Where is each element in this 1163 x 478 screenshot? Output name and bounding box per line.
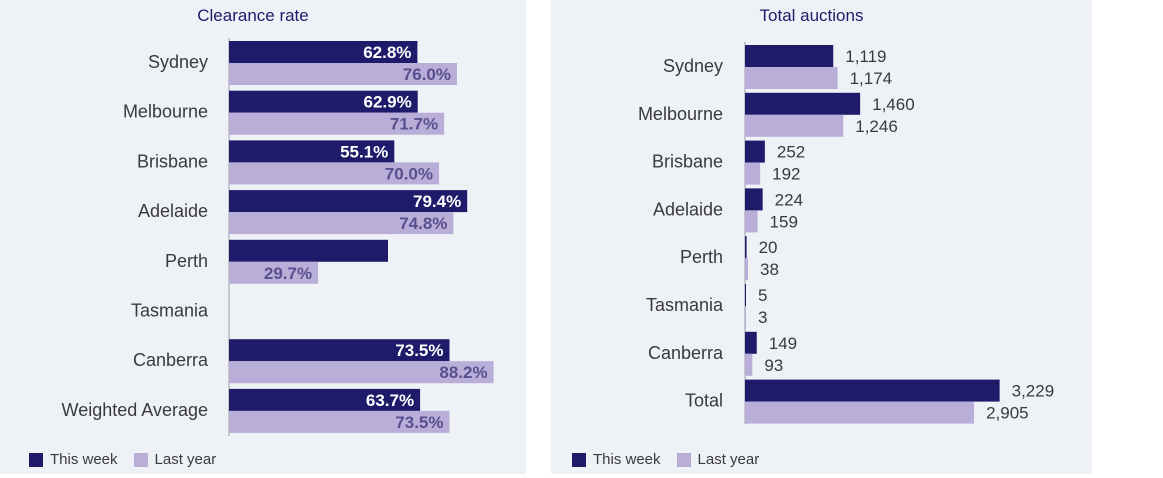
data-label-this-week-adelaide: 79.4%	[413, 192, 461, 211]
chart-title: Clearance rate	[197, 6, 309, 25]
clearance-rate-panel: Clearance rate Sydney 62.8% 76.0% Melbourne…	[0, 0, 526, 474]
bar-last-year-perth	[745, 258, 748, 281]
bar-this-week-total	[745, 379, 1000, 402]
data-label-last-year-weighted-average: 73.5%	[395, 413, 443, 432]
legend-swatch-this-week	[572, 452, 586, 467]
bar-this-week-sydney	[745, 45, 834, 67]
data-label-last-year-sydney: 76.0%	[403, 65, 451, 84]
data-label-last-year-perth: 38	[760, 260, 779, 279]
bar-last-year-canberra	[745, 353, 753, 376]
clearance-rate-chart: Sydney 62.8% 76.0% Melbourne 62.9% 71.7% Brisb…	[62, 38, 494, 436]
data-label-this-week-canberra: 73.5%	[395, 341, 443, 360]
bar-last-year-sydney	[745, 67, 838, 89]
bar-last-year-melbourne	[229, 112, 445, 135]
legend-label: Last year	[154, 451, 217, 468]
legend-swatch-last-year	[133, 452, 148, 467]
bar-this-week-perth	[745, 236, 747, 259]
data-label-this-week-perth: 20	[759, 238, 778, 257]
category-label-melbourne: Melbourne	[638, 104, 723, 124]
category-label-total: Total	[685, 391, 723, 411]
category-label-tasmania: Tasmania	[131, 301, 209, 321]
bar-this-week-canberra	[745, 331, 757, 354]
bar-last-year-total	[745, 401, 975, 424]
data-label-this-week-brisbane: 252	[777, 143, 805, 162]
legend-label: This week	[593, 451, 661, 468]
category-label-tasmania: Tasmania	[646, 295, 724, 315]
data-label-last-year-perth: 29.7%	[264, 264, 312, 283]
bar-last-year-adelaide	[229, 212, 454, 235]
legend-item-this-week: This week	[572, 451, 661, 468]
data-label-this-week-total: 3,229	[1012, 382, 1055, 401]
category-label-brisbane: Brisbane	[137, 151, 208, 171]
data-label-this-week-canberra: 149	[769, 334, 797, 353]
total-auctions-chart: Sydney 1,119 1,174 Melbourne 1,460 1,246 Brisb…	[638, 42, 1055, 424]
data-label-this-week-weighted-average: 63.7%	[366, 391, 414, 410]
data-label-last-year-brisbane: 192	[772, 165, 800, 184]
bar-this-week-tasmania	[745, 284, 746, 306]
bar-this-week-weighted-average	[229, 388, 421, 411]
data-label-this-week-melbourne: 62.9%	[363, 93, 411, 112]
bar-this-week-perth	[229, 239, 388, 262]
category-label-brisbane: Brisbane	[652, 152, 723, 172]
category-label-sydney: Sydney	[663, 56, 723, 76]
data-label-last-year-total: 2,905	[986, 404, 1029, 423]
data-label-last-year-brisbane: 70.0%	[385, 164, 433, 183]
data-label-last-year-canberra: 88.2%	[439, 363, 487, 382]
legend-label: Last year	[697, 451, 760, 468]
data-label-last-year-sydney: 1,174	[850, 69, 893, 88]
total-auctions-panel: Total auctions Sydney 1,119 1,174 Melbourne…	[551, 0, 1092, 474]
legend-item-this-week: This week	[29, 451, 118, 468]
bar-this-week-melbourne	[745, 92, 861, 115]
bar-last-year-weighted-average	[229, 410, 450, 433]
category-label-sydney: Sydney	[148, 52, 208, 72]
bar-this-week-sydney	[229, 41, 418, 63]
bar-this-week-adelaide	[229, 190, 468, 213]
bar-last-year-perth	[229, 261, 319, 284]
bar-this-week-adelaide	[745, 188, 763, 211]
data-label-this-week-adelaide: 224	[775, 190, 803, 209]
bar-last-year-melbourne	[745, 114, 844, 137]
data-label-last-year-canberra: 93	[764, 356, 783, 375]
bar-this-week-brisbane	[745, 140, 765, 163]
category-label-adelaide: Adelaide	[653, 199, 723, 219]
data-label-last-year-melbourne: 1,246	[855, 117, 898, 136]
category-label-weighted-average: Weighted Average	[62, 400, 208, 420]
bar-last-year-adelaide	[745, 210, 758, 233]
bar-last-year-brisbane	[745, 162, 761, 185]
data-label-this-week-sydney: 1,119	[845, 47, 886, 66]
category-label-canberra: Canberra	[133, 350, 209, 370]
legend: This week Last year	[572, 451, 775, 468]
legend: This week Last year	[29, 451, 232, 468]
category-label-canberra: Canberra	[648, 343, 724, 363]
category-label-melbourne: Melbourne	[123, 102, 208, 122]
legend-swatch-this-week	[29, 452, 43, 467]
data-label-last-year-melbourne: 71.7%	[390, 115, 438, 134]
category-label-adelaide: Adelaide	[138, 201, 208, 221]
bar-last-year-brisbane	[229, 162, 439, 185]
data-label-last-year-tasmania: 3	[758, 308, 767, 327]
bar-last-year-tasmania	[745, 306, 746, 328]
legend-swatch-last-year	[676, 452, 691, 467]
data-label-this-week-sydney: 62.8%	[363, 43, 411, 62]
legend-label: This week	[50, 451, 118, 468]
bar-last-year-sydney	[229, 63, 457, 85]
data-label-this-week-tasmania: 5	[758, 286, 767, 305]
category-label-perth: Perth	[680, 247, 723, 267]
data-label-this-week-melbourne: 1,460	[872, 95, 915, 114]
legend-item-last-year: Last year	[676, 451, 760, 468]
chart-title: Total auctions	[759, 6, 864, 25]
bar-this-week-brisbane	[229, 140, 395, 163]
bar-last-year-canberra	[229, 361, 494, 384]
bar-this-week-melbourne	[229, 90, 418, 113]
bar-this-week-canberra	[229, 339, 450, 362]
category-label-perth: Perth	[165, 251, 208, 271]
data-label-last-year-adelaide: 159	[770, 212, 798, 231]
data-label-this-week-brisbane: 55.1%	[340, 142, 388, 161]
legend-item-last-year: Last year	[133, 451, 217, 468]
data-label-last-year-adelaide: 74.8%	[399, 214, 447, 233]
